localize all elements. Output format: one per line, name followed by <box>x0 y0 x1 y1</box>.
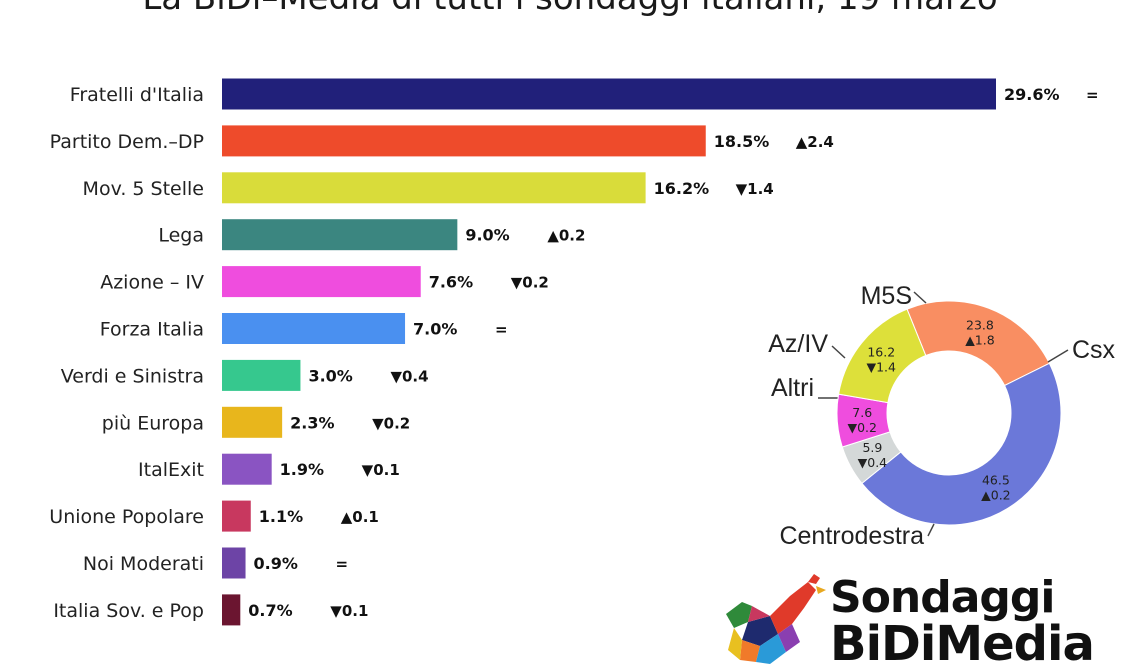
category-label: Fratelli d'Italia <box>70 84 204 106</box>
leader-line <box>913 291 927 304</box>
bar <box>222 219 458 251</box>
slice-change-label: ▼0.4 <box>858 455 888 470</box>
category-label: Noi Moderati <box>83 553 204 575</box>
slice-change-label: ▲1.8 <box>965 333 995 348</box>
value-label: 3.0% <box>308 366 352 385</box>
change-label: ▼1.4 <box>736 180 774 198</box>
leader-line <box>831 345 846 359</box>
change-label: = <box>495 321 508 339</box>
donut-slice <box>861 362 1062 526</box>
value-label: 0.9% <box>254 554 298 573</box>
category-label: Lega <box>158 225 204 247</box>
slice-value-label: 23.8 <box>966 318 994 333</box>
slice-name-label: Az/IV <box>768 330 828 358</box>
slice-name-label: Csx <box>1072 336 1116 364</box>
slice-value-label: 7.6 <box>852 405 872 420</box>
chart-title: La BiDi–Media di tutti i sondaggi italia… <box>0 0 1140 18</box>
rooster-logo-icon <box>726 574 826 664</box>
category-label: Italia Sov. e Pop <box>53 600 204 622</box>
bar <box>222 172 646 204</box>
change-label: ▼0.1 <box>330 602 368 620</box>
slice-value-label: 5.9 <box>862 440 882 455</box>
change-label: ▼0.2 <box>372 414 410 432</box>
donut-slice <box>838 308 927 404</box>
logo-text-sondaggi: Sondaggi <box>830 572 1056 623</box>
category-label: Verdi e Sinistra <box>61 365 204 387</box>
slice-name-label: Centrodestra <box>779 522 924 550</box>
category-label: Forza Italia <box>100 319 204 341</box>
bar <box>222 125 706 157</box>
value-label: 2.3% <box>290 413 334 432</box>
value-label: 7.6% <box>429 273 473 292</box>
category-label: Unione Popolare <box>49 506 204 528</box>
change-label: ▼0.2 <box>511 274 549 292</box>
slice-change-label: ▲0.2 <box>981 487 1011 502</box>
value-label: 1.9% <box>280 460 324 479</box>
logo: Sondaggi BiDiMedia <box>712 572 1140 672</box>
bar <box>222 547 246 579</box>
leader-line <box>1047 349 1069 363</box>
category-label: Mov. 5 Stelle <box>83 178 204 200</box>
category-label: Azione – IV <box>100 272 204 294</box>
bar <box>222 313 406 344</box>
category-label: Partito Dem.–DP <box>50 131 204 153</box>
value-label: 1.1% <box>259 507 303 526</box>
bar <box>222 266 421 298</box>
value-label: 16.2% <box>654 179 710 198</box>
value-label: 9.0% <box>465 226 509 245</box>
slice-value-label: 46.5 <box>982 472 1010 487</box>
category-label: ItalExit <box>138 459 204 481</box>
slice-name-label: M5S <box>861 282 912 310</box>
change-label: = <box>1086 86 1099 104</box>
slice-change-label: ▼0.2 <box>847 420 877 435</box>
bar <box>222 78 996 110</box>
change-label: ▼0.1 <box>362 461 400 479</box>
bar <box>222 453 272 485</box>
change-label: ▲0.1 <box>341 508 379 526</box>
change-label: ▲0.2 <box>547 227 585 245</box>
value-label: 29.6% <box>1004 85 1060 104</box>
value-label: 0.7% <box>248 601 292 620</box>
value-label: 18.5% <box>714 132 770 151</box>
bar <box>222 500 251 532</box>
bar <box>222 359 301 391</box>
change-label: = <box>336 555 349 573</box>
leader-line <box>927 523 935 537</box>
category-label: più Europa <box>102 412 204 434</box>
bar <box>222 594 241 626</box>
slice-change-label: ▼1.4 <box>866 359 896 374</box>
slice-name-label: Altri <box>771 374 814 402</box>
slice-value-label: 16.2 <box>867 344 895 359</box>
logo-text-bidimedia: BiDiMedia <box>830 616 1095 672</box>
change-label: ▼0.4 <box>390 367 428 385</box>
value-label: 7.0% <box>413 320 457 339</box>
bar <box>222 406 283 438</box>
change-label: ▲2.4 <box>796 133 834 151</box>
